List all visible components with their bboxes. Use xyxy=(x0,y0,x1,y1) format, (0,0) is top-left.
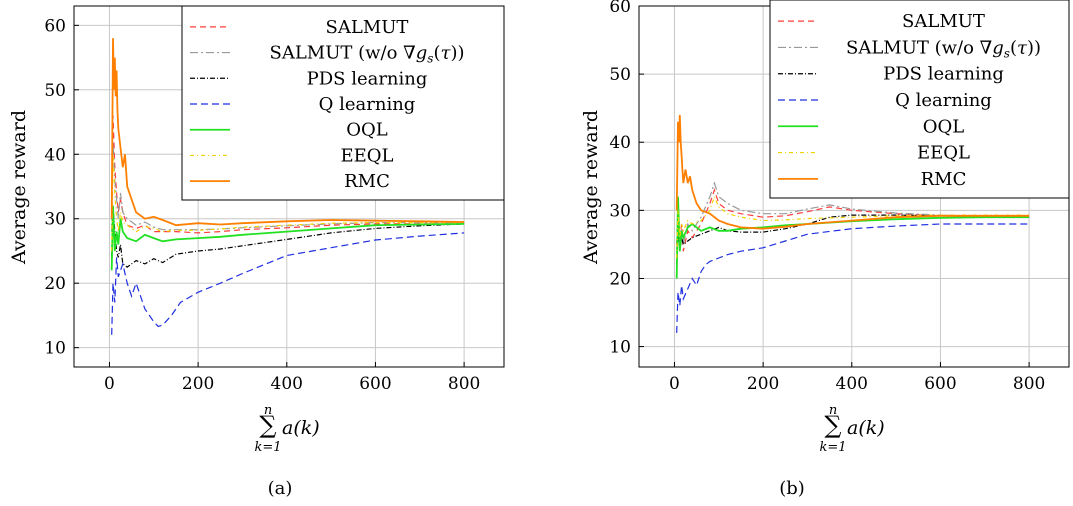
y-tick-label: 40 xyxy=(609,133,631,153)
x-axis-label-sum-b: ∑ xyxy=(824,411,841,439)
y-tick-label: 30 xyxy=(609,201,631,221)
x-tick-label: 600 xyxy=(359,374,391,394)
chart-a: 0 200 400 600 800 10 20 30 40 50 60 Average reward… xyxy=(8,5,505,499)
caption-b: (b) xyxy=(779,478,805,499)
series-line-oql xyxy=(110,205,465,271)
y-tick-label: 20 xyxy=(44,274,66,294)
x-tick-label: 200 xyxy=(182,374,214,394)
legend-box xyxy=(181,5,505,201)
y-axis-label-b: Average reward xyxy=(580,110,602,265)
y-tick-label: 50 xyxy=(44,81,66,101)
series-line-q-learning xyxy=(111,232,465,335)
legend-entry: RMC xyxy=(344,171,390,192)
series-line-eeql xyxy=(111,154,465,252)
x-axis-label-a: n ∑ k=1 a(k) xyxy=(254,403,319,455)
series-line-salmut xyxy=(676,187,1030,252)
x-tick-label: 800 xyxy=(1013,374,1045,394)
x-tick-label: 600 xyxy=(924,374,956,394)
series-line-salmut-w-o-g-s xyxy=(676,181,1030,252)
series-line-rmc xyxy=(675,114,1030,230)
legend-entry: EEQL xyxy=(917,143,970,164)
x-tick-label: 0 xyxy=(104,374,115,394)
series-line-salmut xyxy=(111,115,465,234)
series-line-eeql xyxy=(676,195,1030,259)
x-axis-label-b: n ∑ k=1 a(k) xyxy=(819,403,884,455)
x-tick-label: 400 xyxy=(836,374,868,394)
x-axis-label-upper-a: n xyxy=(264,403,272,418)
x-tick-label: 400 xyxy=(271,374,303,394)
legend-entry: SALMUT xyxy=(326,17,409,38)
legend-b: SALMUT SALMUT (w/o ∇gs(τ)) PDS learning Q l… xyxy=(769,0,1070,199)
x-tick-label: 800 xyxy=(448,374,480,394)
x-axis-label-sum-a: ∑ xyxy=(259,411,276,439)
chart-b: 0 200 400 600 800 10 20 30 40 50 60 Average reward… xyxy=(580,0,1070,499)
series-b xyxy=(675,114,1030,333)
y-tick-label: 60 xyxy=(44,16,66,36)
series-line-pds-learning xyxy=(111,205,465,268)
caption-a: (a) xyxy=(268,478,293,499)
legend-entry: OQL xyxy=(923,116,965,137)
x-tick-label: 200 xyxy=(747,374,779,394)
x-axis-label-lower-b: k=1 xyxy=(819,440,846,455)
series-line-rmc xyxy=(110,38,465,227)
y-tick-label: 10 xyxy=(44,339,66,359)
legend-a: SALMUT SALMUT (w/o ∇gs(τ))PDS learning Q l… xyxy=(181,5,505,201)
x-axis-label-term-a: a(k) xyxy=(282,417,320,439)
legend-entry: SALMUT xyxy=(902,11,985,32)
legend-entry: PDS learning xyxy=(883,64,1004,85)
legend-entry: Q learning xyxy=(895,90,992,111)
x-axis-label-term-b: a(k) xyxy=(847,417,885,439)
legend-entry: EEQL xyxy=(341,145,394,166)
y-tick-label: 40 xyxy=(44,145,66,165)
y-tick-label: 30 xyxy=(44,210,66,230)
x-axis-label-upper-b: n xyxy=(829,403,837,418)
y-tick-label: 50 xyxy=(609,65,631,85)
legend-entry: PDS learning xyxy=(307,68,428,89)
legend-entry: SALMUT (w/o ∇gs(τ)) xyxy=(270,43,465,66)
ticks-a: 0 200 400 600 800 10 20 30 40 50 60 xyxy=(44,16,480,394)
x-tick-label: 0 xyxy=(669,374,680,394)
y-axis-label-a: Average reward xyxy=(8,110,30,265)
ticks-b: 0 200 400 600 800 10 20 30 40 50 60 xyxy=(609,0,1045,394)
legend-entry: Q learning xyxy=(319,94,416,115)
y-tick-label: 60 xyxy=(609,0,631,17)
legend-box xyxy=(769,0,1070,199)
series-line-pds-learning xyxy=(676,214,1030,265)
series-line-oql xyxy=(675,196,1030,279)
legend-entry: OQL xyxy=(346,120,388,141)
x-axis-label-lower-a: k=1 xyxy=(254,440,281,455)
y-tick-label: 10 xyxy=(609,338,631,358)
legend-entry: RMC xyxy=(921,169,967,190)
y-tick-label: 20 xyxy=(609,269,631,289)
series-line-salmut-w-o-g-s xyxy=(111,141,465,232)
series-a xyxy=(110,38,465,335)
legend-entry: SALMUT (w/o ∇gs(τ)) xyxy=(846,37,1041,60)
series-line-q-learning xyxy=(676,223,1030,333)
